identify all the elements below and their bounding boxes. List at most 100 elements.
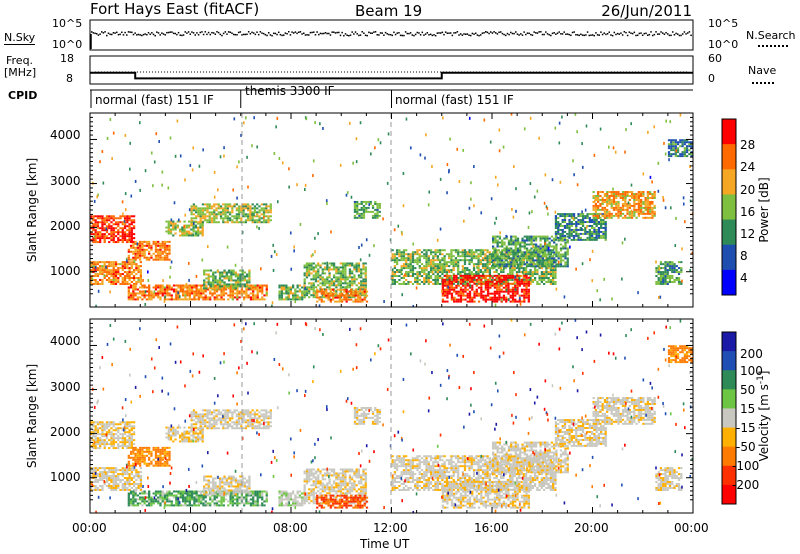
power-cell: [520, 294, 524, 297]
power-cell: [664, 261, 667, 264]
power-cell: [348, 282, 352, 285]
power-cell: [320, 298, 323, 301]
power-cell: [261, 284, 264, 287]
power-cell: [252, 292, 255, 295]
power-cell: [513, 265, 516, 268]
noise-point: [391, 34, 393, 37]
power-cell: [261, 296, 264, 299]
power-cell: [188, 286, 192, 289]
power-cell: [637, 198, 640, 201]
power-cell: [139, 261, 143, 264]
power-cell: [342, 282, 345, 285]
power-cell: [503, 261, 506, 264]
power-cell: [339, 290, 343, 293]
power-cell: [498, 241, 502, 244]
power-cell: [346, 284, 349, 287]
noise-point: [586, 31, 589, 33]
power-cell: [400, 282, 403, 285]
noise-point: [214, 33, 217, 36]
power-cell: [646, 200, 650, 203]
power-cell: [90, 280, 93, 283]
power-cell: [166, 248, 169, 251]
power-cell: [240, 205, 243, 208]
noise-point: [536, 32, 539, 34]
power-cell: [507, 255, 511, 258]
power-cell: [608, 212, 611, 215]
power-cell: [161, 183, 163, 187]
power-cell: [519, 245, 522, 248]
power-cell: [690, 145, 693, 148]
power-cell: [197, 230, 200, 233]
power-cell: [338, 292, 341, 295]
power-cell: [407, 267, 410, 270]
power-cell: [326, 286, 329, 289]
power-cell: [559, 224, 562, 227]
power-cell: [570, 230, 573, 233]
power-cell: [236, 283, 240, 286]
power-cell: [658, 296, 660, 300]
noise-point: [393, 31, 395, 34]
power-cell: [376, 204, 379, 207]
power-cell: [522, 279, 525, 281]
power-cell: [340, 292, 344, 295]
power-cell: [472, 280, 476, 283]
power-cell: [500, 296, 503, 299]
power-cell: [513, 282, 516, 285]
power-cell: [505, 251, 508, 254]
power-cell: [157, 292, 160, 295]
power-cell: [552, 275, 555, 278]
noise-point: [438, 32, 440, 34]
power-cell: [621, 191, 625, 194]
power-cell: [672, 141, 675, 144]
power-cell: [127, 290, 130, 293]
power-cell: [457, 251, 460, 254]
power-cell: [615, 196, 618, 199]
power-cell: [529, 271, 532, 274]
power-cell: [599, 212, 602, 215]
power-cell: [604, 226, 607, 229]
power-cell: [351, 276, 354, 279]
power-cell: [453, 298, 456, 301]
power-cell: [519, 261, 522, 264]
power-cell: [434, 279, 437, 281]
power-cell: [522, 259, 525, 262]
power-cell: [471, 284, 474, 287]
power-cell: [482, 282, 485, 285]
power-cell: [237, 213, 241, 216]
power-cell: [308, 264, 311, 267]
power-cell: [615, 195, 618, 197]
power-cell: [466, 294, 469, 297]
power-cell: [360, 214, 363, 217]
power-cell: [475, 271, 478, 274]
power-cell: [398, 253, 401, 256]
power-cell: [190, 228, 193, 231]
power-cell: [490, 261, 494, 264]
power-cell: [328, 272, 331, 275]
power-cell: [525, 276, 528, 279]
noise-point: [251, 31, 253, 34]
power-cell: [506, 273, 510, 276]
power-cell: [247, 217, 250, 220]
power-cell: [503, 243, 506, 246]
power-cell: [477, 292, 481, 295]
power-cell: [256, 221, 259, 224]
power-cell: [101, 217, 104, 220]
power-cell: [378, 202, 381, 205]
power-cell: [278, 292, 281, 295]
power-cell: [488, 263, 491, 266]
power-cell: [558, 223, 560, 227]
power-cell: [442, 116, 444, 120]
power-cell: [621, 241, 624, 245]
power-cell: [312, 282, 315, 285]
power-cell: [181, 292, 185, 295]
power-cell: [484, 271, 487, 274]
power-cell: [549, 249, 553, 252]
power-cell: [206, 298, 210, 301]
power-cell: [337, 280, 340, 283]
power-cell: [94, 280, 97, 283]
power-cell: [548, 257, 551, 260]
power-cell: [597, 206, 600, 209]
power-cell: [454, 297, 457, 301]
power-cell: [335, 284, 338, 287]
noise-point: [640, 32, 642, 34]
